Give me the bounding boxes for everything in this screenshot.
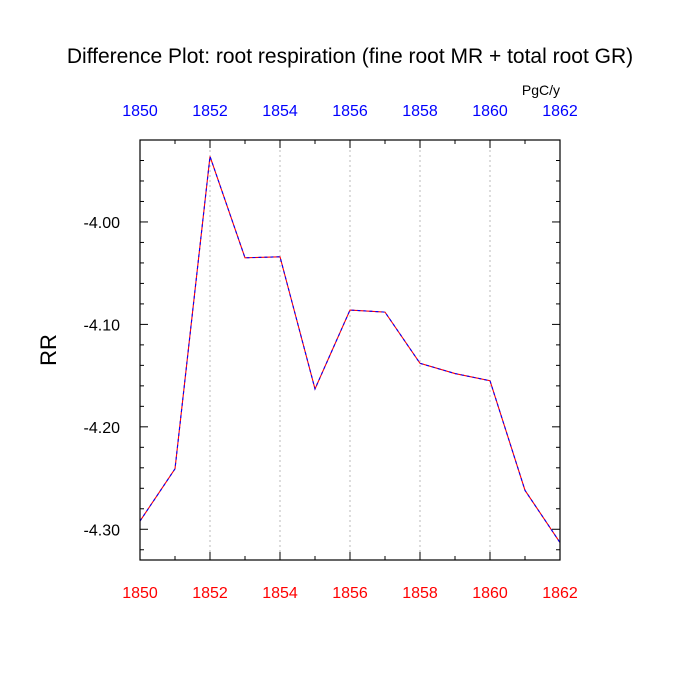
x-tick-label-bottom: 1858 <box>402 585 438 602</box>
chart-title: Difference Plot: root respiration (fine … <box>67 45 633 68</box>
x-tick-label-top: 1852 <box>192 103 228 120</box>
x-tick-label-bottom: 1860 <box>472 585 508 602</box>
y-tick-label: -4.30 <box>84 522 121 539</box>
y-tick-label: -4.10 <box>84 317 121 334</box>
x-tick-label-top: 1850 <box>122 103 158 120</box>
x-tick-label-bottom: 1854 <box>262 585 298 602</box>
y-tick-label: -4.20 <box>84 420 121 437</box>
series-layer <box>139 156 561 543</box>
units-label: PgC/y <box>522 82 560 98</box>
x-tick-label-top: 1862 <box>542 103 578 120</box>
series-line-dash <box>139 156 561 543</box>
x-tick-label-top: 1854 <box>262 103 298 120</box>
x-tick-label-bottom: 1852 <box>192 585 228 602</box>
x-tick-label-bottom: 1850 <box>122 585 158 602</box>
y-tick-label: -4.00 <box>84 215 121 232</box>
grid-lines <box>209 140 491 560</box>
x-tick-label-bottom: 1862 <box>542 585 578 602</box>
x-tick-label-bottom: 1856 <box>332 585 368 602</box>
series-line <box>139 156 561 543</box>
x-tick-label-top: 1858 <box>402 103 438 120</box>
x-tick-label-top: 1856 <box>332 103 368 120</box>
tick-labels: 1850 1850 1852 1852 1854 1854 1856 1856 1858 1858… <box>84 103 578 602</box>
y-axis-label: RR <box>36 334 61 366</box>
x-tick-label-top: 1860 <box>472 103 508 120</box>
axis-ticks <box>139 139 561 560</box>
